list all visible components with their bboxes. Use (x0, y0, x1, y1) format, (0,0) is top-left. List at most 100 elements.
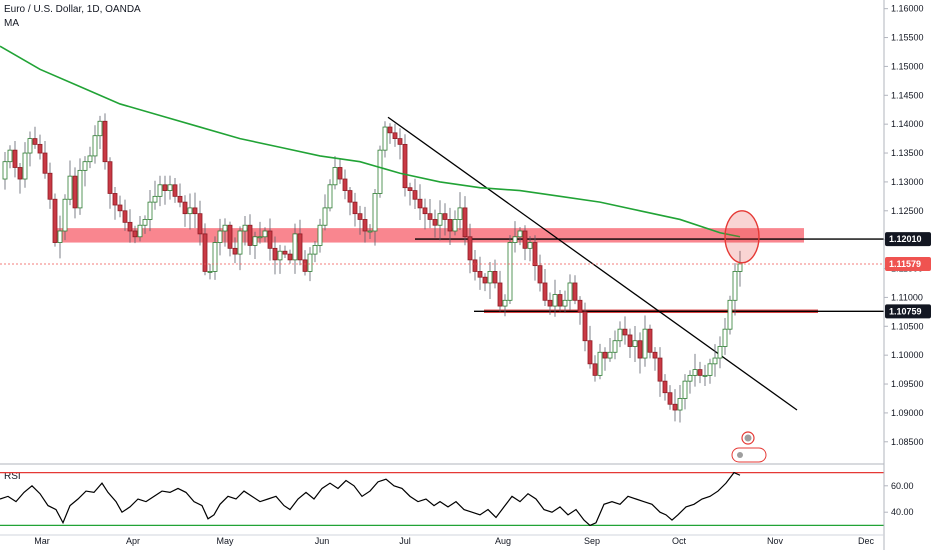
candle-bearish (582, 311, 588, 342)
rsi-tick-label: 60.00 (891, 481, 914, 491)
candle-bearish (652, 351, 658, 359)
candle-bearish (672, 403, 678, 411)
candle-bullish (57, 230, 63, 243)
candle-bullish (607, 351, 613, 359)
candle-bullish (332, 167, 338, 186)
candle-bearish (547, 299, 553, 307)
x-tick-label: Aug (495, 536, 511, 546)
candle-bearish (272, 247, 278, 261)
candle-bullish (562, 299, 568, 307)
candle-bullish (632, 340, 638, 347)
candle-bullish (727, 299, 733, 330)
y-tick-label: 1.15000 (891, 61, 924, 71)
candle-bullish (487, 271, 493, 284)
candle-bearish (182, 201, 188, 215)
candle-bullish (377, 149, 383, 194)
price-pane[interactable] (0, 45, 884, 463)
candle-bearish (492, 271, 498, 284)
candle-bearish (37, 143, 43, 154)
candle-bearish (112, 193, 118, 206)
candle-bearish (697, 369, 703, 376)
candle-bearish (352, 201, 358, 215)
rsi-indicator-label[interactable]: RSI (4, 471, 21, 482)
y-tick-label: 1.08500 (891, 437, 924, 447)
y-tick-label: 1.14500 (891, 90, 924, 100)
x-tick-label: Jun (315, 536, 330, 546)
candle-bearish (397, 138, 403, 145)
x-tick-label: May (216, 536, 234, 546)
candle-bullish (252, 236, 258, 246)
candle-bullish (567, 282, 573, 301)
candle-bullish (277, 250, 283, 261)
candle-bearish (342, 178, 348, 191)
candle-bearish (32, 138, 38, 145)
candle-bearish (17, 167, 23, 180)
candle-bearish (387, 126, 393, 134)
candle-bullish (62, 198, 68, 232)
y-tick-label: 1.16000 (891, 4, 924, 14)
candle-bullish (682, 380, 688, 399)
candle-bearish (477, 271, 483, 278)
candle-bullish (187, 207, 193, 215)
candle-bullish (2, 161, 8, 180)
candle-bullish (717, 346, 723, 359)
candle-bearish (107, 161, 113, 194)
candle-bearish (102, 120, 108, 163)
candle-bearish (572, 282, 578, 301)
candle-bearish (647, 328, 653, 353)
rsi-tick-label: 40.00 (891, 507, 914, 517)
candle-bearish (162, 184, 168, 191)
candle-bearish (362, 219, 368, 232)
candle-bullish (22, 152, 28, 180)
candle-bearish (42, 152, 48, 174)
ma-indicator-label[interactable]: MA (4, 18, 19, 29)
candle-bullish (737, 263, 743, 272)
candle-bearish (602, 351, 608, 359)
candle-bearish (337, 167, 343, 180)
candle-bullish (87, 155, 93, 163)
y-tick-label: 1.11000 (891, 292, 923, 302)
event-cluster-dot (737, 452, 743, 458)
rsi-pane[interactable] (0, 471, 884, 527)
candle-bullish (157, 184, 163, 197)
candle-bullish (322, 207, 328, 226)
y-tick-label: 1.10000 (891, 350, 924, 360)
y-tick-label: 1.15500 (891, 33, 924, 43)
candle-bullish (97, 120, 103, 137)
price-tag-label: 1.11579 (889, 259, 921, 269)
candle-bearish (302, 259, 308, 272)
candle-bearish (622, 328, 628, 336)
candle-bullish (292, 233, 298, 261)
x-tick-label: Sep (584, 536, 600, 546)
candle-bearish (267, 230, 273, 249)
candle-bearish (417, 198, 423, 209)
x-tick-label: Jul (399, 536, 411, 546)
candle-bullish (242, 224, 248, 232)
candle-bearish (47, 172, 53, 200)
candle-bullish (92, 135, 98, 157)
candle-bullish (452, 219, 458, 232)
candle-bearish (402, 143, 408, 189)
candle-bullish (262, 230, 268, 238)
candle-bullish (312, 245, 318, 255)
candle-bullish (217, 230, 223, 243)
candle-bullish (437, 213, 443, 226)
candle-bearish (432, 219, 438, 226)
candle-bullish (722, 328, 728, 347)
candle-bearish (287, 253, 293, 261)
candle-bullish (7, 149, 13, 163)
y-tick-label: 1.09500 (891, 379, 924, 389)
candle-bullish (597, 351, 603, 376)
candle-bearish (232, 247, 238, 255)
candle-bearish (202, 233, 208, 272)
candle-bearish (127, 221, 133, 232)
candle-bearish (197, 213, 203, 235)
candle-bullish (617, 328, 623, 342)
candle-bearish (52, 198, 58, 243)
candle-bearish (532, 242, 538, 267)
candle-bearish (592, 363, 598, 376)
candle-bearish (392, 132, 398, 139)
candle-bullish (692, 369, 698, 376)
